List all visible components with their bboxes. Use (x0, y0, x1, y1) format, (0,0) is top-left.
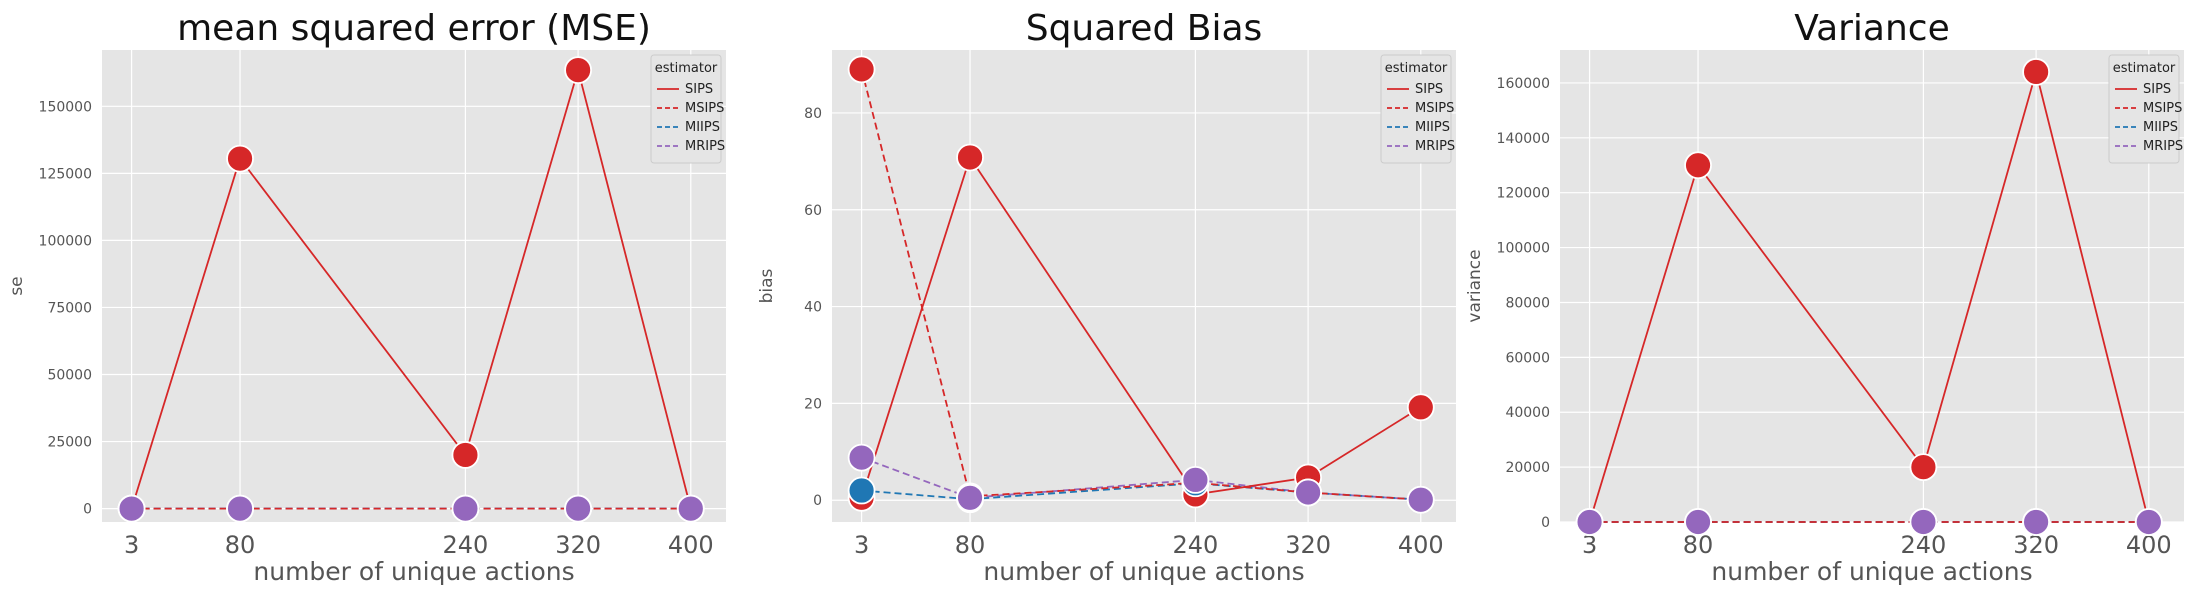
panel-mse: 0 25000 50000 75000 100000 125000 150000 3 80 240… (7, 8, 726, 586)
bias-legend-label-msips: MSIPS (1415, 101, 1454, 116)
bias-point-sips (956, 143, 984, 172)
bias-ytick-label: 20 (804, 396, 822, 412)
bias-xtick-label: 240 (1173, 531, 1219, 559)
variance-ytick-label: 140000 (1497, 131, 1550, 147)
mse-legend-label-sips: SIPS (685, 82, 713, 97)
variance-point-mrips (2134, 508, 2163, 536)
bias-legend-box (1380, 54, 1452, 164)
bias-ytick-label: 40 (804, 300, 822, 316)
mse-ytick-label: 125000 (39, 166, 92, 182)
bias-point-mrips (1294, 478, 1322, 507)
variance-title: Variance (1794, 8, 1950, 49)
mse-point-mrips (226, 494, 254, 523)
mse-point-sips (451, 441, 480, 469)
variance-point-sips (1684, 151, 1712, 180)
variance-xlabel: number of unique actions (1711, 557, 2032, 586)
bias-legend: estimator SIPS MSIPS MIIPS MRIPS (1380, 54, 1455, 164)
mse-ytick-label: 75000 (47, 300, 92, 316)
mse-legend: estimator SIPS MSIPS MIIPS MRIPS (650, 54, 725, 164)
mse-ylabel: se (7, 276, 27, 295)
variance-ylabel: variance (1465, 249, 1485, 322)
variance-point-sips (1909, 453, 1938, 482)
bias-legend-label-mrips: MRIPS (1415, 139, 1455, 154)
bias-ylabel: bias (757, 268, 777, 303)
variance-ytick-label: 60000 (1505, 350, 1550, 366)
bias-point-mrips (1406, 485, 1435, 514)
variance-legend: estimator SIPS MSIPS MIIPS MRIPS (2108, 54, 2183, 164)
variance-legend-box (2108, 54, 2180, 164)
mse-legend-label-miips: MIIPS (685, 120, 720, 135)
mse-ytick-label: 50000 (47, 368, 92, 384)
mse-xtick-label: 3 (124, 531, 139, 559)
mse-ytick-label: 100000 (39, 233, 92, 249)
bias-legend-label-sips: SIPS (1415, 82, 1443, 97)
mse-point-mrips (676, 494, 705, 523)
bias-ytick-label: 60 (804, 203, 822, 219)
bias-ytick-label: 80 (804, 106, 822, 122)
mse-point-mrips (117, 494, 146, 523)
variance-ytick-label: 0 (1541, 515, 1550, 531)
variance-point-mrips (1684, 508, 1712, 536)
variance-ytick-label: 40000 (1505, 405, 1550, 421)
variance-point-mrips (2022, 508, 2050, 536)
bias-xtick-label: 3 (854, 531, 869, 559)
mse-point-sips (226, 144, 254, 173)
variance-legend-label-sips: SIPS (2143, 82, 2171, 97)
mse-ytick-label: 25000 (47, 435, 92, 451)
variance-point-mrips (1575, 508, 1604, 536)
bias-plot-background (832, 50, 1456, 522)
bias-point-mrips (847, 443, 876, 472)
bias-xtick-label: 320 (1285, 531, 1331, 559)
mse-xtick-label: 80 (225, 531, 256, 559)
mse-ytick-label: 150000 (39, 99, 92, 115)
variance-xtick-label: 3 (1582, 531, 1597, 559)
mse-xtick-label: 400 (668, 531, 714, 559)
mse-point-mrips (564, 494, 592, 523)
variance-point-mrips (1909, 508, 1938, 536)
variance-ytick-label: 80000 (1505, 295, 1550, 311)
bias-xtick-label: 400 (1398, 531, 1444, 559)
bias-legend-label-miips: MIIPS (1415, 120, 1450, 135)
mse-point-sips (564, 56, 592, 85)
mse-ytick-label: 0 (83, 502, 92, 518)
mse-plot-background (102, 50, 726, 522)
variance-legend-label-mrips: MRIPS (2143, 139, 2183, 154)
mse-xtick-label: 240 (443, 531, 489, 559)
mse-legend-box (650, 54, 722, 164)
bias-legend-title: estimator (1385, 61, 1448, 76)
variance-ytick-label: 120000 (1497, 186, 1550, 202)
bias-point-msips (847, 55, 876, 84)
bias-title: Squared Bias (1026, 8, 1263, 49)
variance-point-sips (2022, 58, 2050, 86)
bias-xlabel: number of unique actions (983, 557, 1304, 586)
variance-legend-label-msips: MSIPS (2143, 101, 2182, 116)
mse-legend-title: estimator (655, 61, 718, 76)
variance-legend-label-miips: MIIPS (2143, 120, 2178, 135)
mse-title: mean squared error (MSE) (177, 8, 651, 49)
panel-variance: 0 20000 40000 60000 80000 100000 120000 140000 1… (1465, 8, 2184, 586)
mse-xtick-label: 320 (555, 531, 601, 559)
variance-plot-background (1560, 50, 2184, 522)
mse-point-mrips (451, 494, 480, 523)
bias-point-miips (847, 476, 876, 505)
bias-point-sips (1406, 393, 1435, 422)
bias-ytick-label: 0 (813, 493, 822, 509)
bias-point-mrips (1181, 465, 1210, 494)
panel-bias: 0 20 40 60 80 3 80 240 320 400 number of unique ac… (757, 8, 1456, 586)
variance-ytick-label: 160000 (1497, 76, 1550, 92)
variance-ytick-label: 100000 (1497, 241, 1550, 257)
bias-point-mrips (956, 483, 984, 512)
mse-legend-label-mrips: MRIPS (685, 139, 725, 154)
mse-xlabel: number of unique actions (253, 557, 574, 586)
variance-ytick-label: 20000 (1505, 460, 1550, 476)
bias-xtick-label: 80 (955, 531, 986, 559)
variance-legend-title: estimator (2113, 61, 2176, 76)
mse-legend-label-msips: MSIPS (685, 101, 724, 116)
